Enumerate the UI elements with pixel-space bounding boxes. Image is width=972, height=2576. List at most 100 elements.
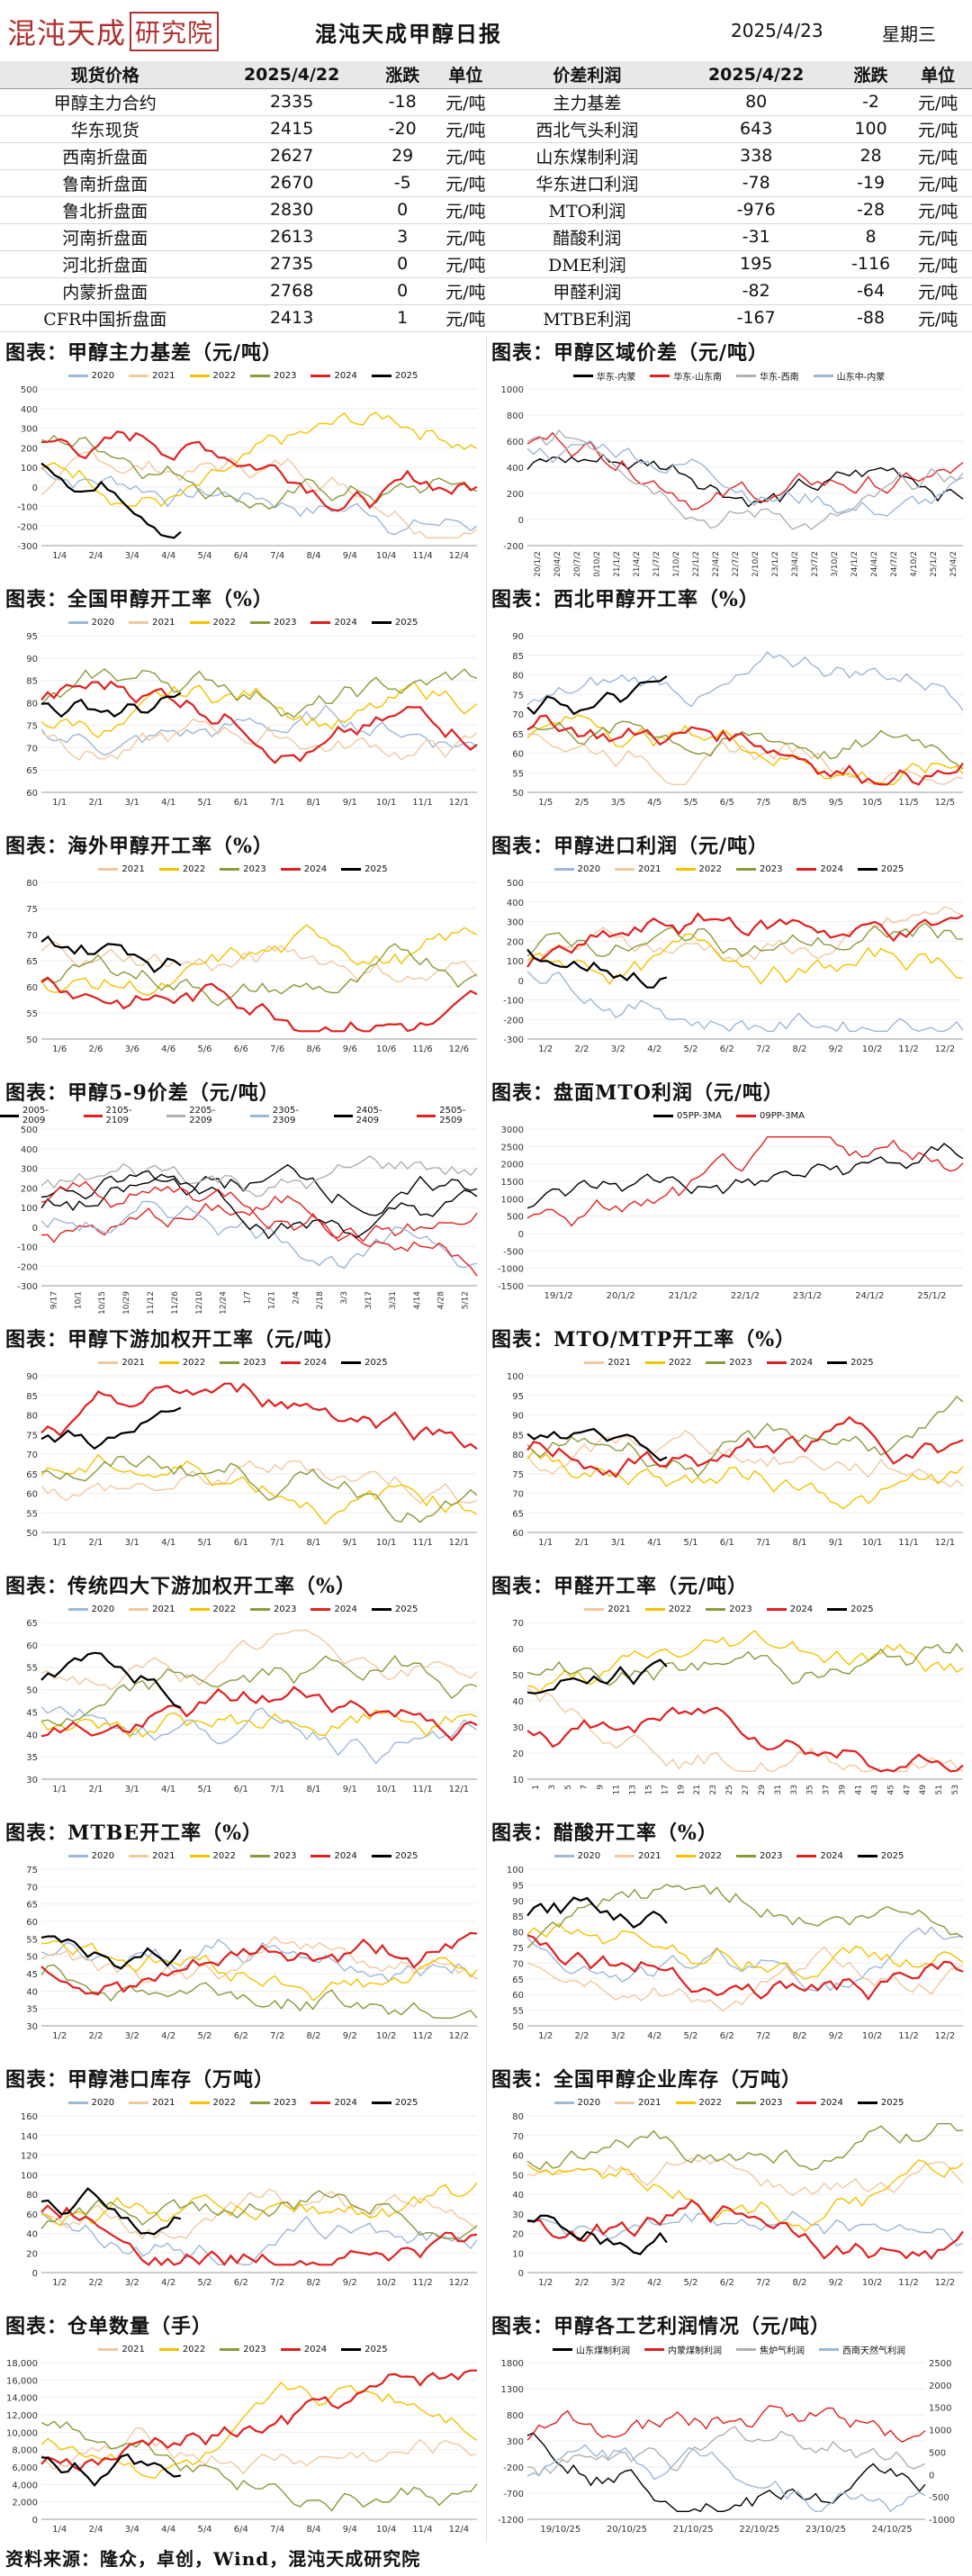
y-tick-label: 30	[26, 1776, 38, 1785]
x-tick-label: 23/1/2	[771, 551, 780, 576]
x-tick-label: 21/4/2	[633, 551, 642, 576]
y-tick-label: 85	[512, 1431, 524, 1441]
y-tick-label: 65	[26, 766, 38, 776]
y-tick-label: 400	[507, 899, 524, 908]
legend-entry: 2023	[250, 614, 296, 630]
legend-entry: 2021	[584, 1354, 631, 1370]
y-tick-label: 90	[26, 1372, 38, 1382]
legend-label: 2025	[394, 1604, 418, 1614]
x-tick-label: 12/1	[935, 1538, 955, 1548]
x-tick-label: 6/4	[234, 551, 248, 561]
x-tick-label: 11/1	[412, 1785, 432, 1794]
series-line	[526, 429, 964, 531]
x-tick-label: 5/2	[683, 1044, 698, 1054]
x-tick-label: 1/2	[52, 2278, 67, 2288]
legend-swatch	[615, 2101, 635, 2104]
legend-swatch	[158, 2347, 179, 2351]
x-tick-label: 10/1	[376, 1538, 396, 1548]
y-tick-label: 70	[512, 1959, 524, 1969]
y-tick-label: 200	[21, 1184, 38, 1194]
legend-label: 2022	[182, 863, 206, 874]
y-tick-label: 85	[26, 677, 38, 687]
table-cell: -88	[837, 304, 904, 332]
x-tick-label: 5/2	[683, 2278, 698, 2288]
chart-panel: 图表：传统四大下游加权开工率（%） 2020 2021 2022 2023 2024 202…	[0, 1568, 486, 1815]
series-line	[526, 971, 964, 1033]
legend-label: 内蒙煤制利润	[668, 2346, 722, 2356]
x-tick-label: 9/1	[343, 1785, 357, 1794]
legend-entry: 2024	[280, 2341, 327, 2357]
legend-entry: 2025	[341, 1354, 388, 1370]
legend-entry: 2023	[220, 1354, 266, 1370]
legend-swatch	[250, 2101, 270, 2104]
series-line	[526, 2444, 926, 2513]
spot-price-table: 现货价格 2025/4/22 涨跌 单位 价差利润 2025/4/22 涨跌 单位 甲醇主力合…	[0, 61, 972, 332]
x-tick-label: 5/2	[683, 2031, 698, 2041]
series-line	[40, 1936, 478, 1984]
y-tick-label: 95	[26, 632, 38, 642]
table-cell: 2830	[210, 196, 374, 224]
y-tick-label: 55	[26, 1509, 38, 1519]
legend-swatch	[675, 867, 696, 871]
legend-entry: 2024	[280, 861, 327, 877]
x-tick-label: 6/2	[720, 2278, 734, 2288]
legend-label: 2023	[243, 2344, 266, 2355]
x-tick-label: 11/4	[412, 2525, 432, 2535]
y-tick-label: -300	[17, 542, 38, 552]
y-tick-label: 55	[512, 2007, 524, 2017]
chart-panel: 图表：甲醇5-9价差（元/吨） 2005-2009 2105-2109 2205-22…	[0, 1075, 486, 1322]
legend-label: 2021	[638, 863, 662, 874]
table-cell: 3	[373, 223, 432, 251]
y-tick-label: 65	[26, 1619, 38, 1629]
x-tick-label: 20/10/2	[593, 551, 602, 576]
legend-entry: 2023	[706, 1601, 752, 1617]
x-tick-label: 11/5	[898, 798, 918, 808]
legend-entry: 2021	[615, 861, 662, 877]
table-cell: 元/吨	[904, 277, 972, 305]
series-line	[40, 2453, 182, 2488]
x-tick-label: 1/2	[538, 2278, 553, 2288]
legend-entry: 2305-2309	[250, 1106, 320, 1125]
legend-swatch	[706, 1607, 726, 1611]
legend-label: 2022	[182, 1357, 206, 1368]
table-header-cell: 单位	[431, 61, 500, 89]
y-tick-label: 75	[26, 905, 38, 915]
x-tick-label: 2/2	[574, 1044, 589, 1054]
series-line	[40, 450, 478, 538]
x-tick-label: 10/2	[862, 2031, 882, 2041]
table-row: 西南折盘面 2627 29 元/吨 山东煤制利润 338 28 元/吨	[0, 142, 972, 170]
legend-entry: 2025	[857, 1848, 904, 1864]
x-tick-label: 2/2	[574, 2031, 589, 2041]
y-tick-label: 80	[512, 1451, 524, 1460]
x-tick-label: 3/5	[611, 798, 626, 808]
x-tick-label: 24/4/2	[870, 551, 879, 576]
legend-swatch	[68, 1854, 88, 1857]
x-tick-label: 10/1	[376, 1785, 396, 1794]
legend-label: 2024	[334, 370, 357, 381]
legend-entry: 05PP-3MA	[652, 1107, 722, 1124]
series-line	[40, 1455, 478, 1523]
series-line	[40, 704, 478, 756]
x-tick-label: 9/6	[343, 1044, 357, 1054]
x-tick-label: 8/4	[306, 2525, 320, 2535]
y-tick-label: 95	[512, 1881, 524, 1891]
y-tick-label: 90	[512, 1897, 524, 1907]
legend-label: 2020	[577, 2097, 601, 2108]
legend-label: 2025	[850, 1604, 874, 1614]
table-cell: 195	[674, 250, 838, 278]
y-tick-label: 100	[21, 2171, 38, 2181]
legend-label: 2021	[152, 370, 176, 381]
chart-legend: 2020 2021 2022 2023 2024 2025	[0, 614, 486, 630]
legend-swatch	[129, 1854, 149, 1857]
y-tick-label: 40	[26, 1987, 38, 1997]
y-tick-label: 70	[512, 1619, 524, 1629]
legend-swatch	[68, 620, 88, 624]
y-tick-label: -100	[17, 1243, 38, 1253]
table-cell: -976	[674, 196, 838, 224]
y-tick-label: 2,000	[12, 2499, 38, 2508]
y-tick-label: 70	[26, 1883, 38, 1893]
legend-entry: 2024	[310, 367, 357, 384]
y-tick-label: 800	[507, 2411, 524, 2421]
y-tick-label: 75	[26, 1431, 38, 1441]
chart-plot: 100 95 90 85 80 75 70 65 60 55 50 1/2 2/2 3/2 4/2 5/2 6/…	[507, 1866, 964, 2041]
